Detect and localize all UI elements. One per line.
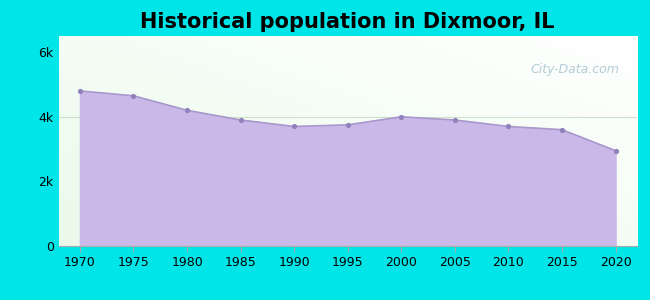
Point [503, 124, 514, 129]
Point [182, 108, 192, 113]
Point [289, 124, 300, 129]
Point [450, 118, 460, 122]
Point [343, 122, 353, 127]
Title: Historical population in Dixmoor, IL: Historical population in Dixmoor, IL [140, 12, 555, 32]
Point [235, 118, 246, 122]
Text: City-Data.com: City-Data.com [531, 63, 619, 76]
Point [75, 88, 85, 93]
Point [557, 127, 567, 132]
Point [396, 114, 406, 119]
Point [128, 93, 138, 98]
Point [610, 148, 621, 153]
